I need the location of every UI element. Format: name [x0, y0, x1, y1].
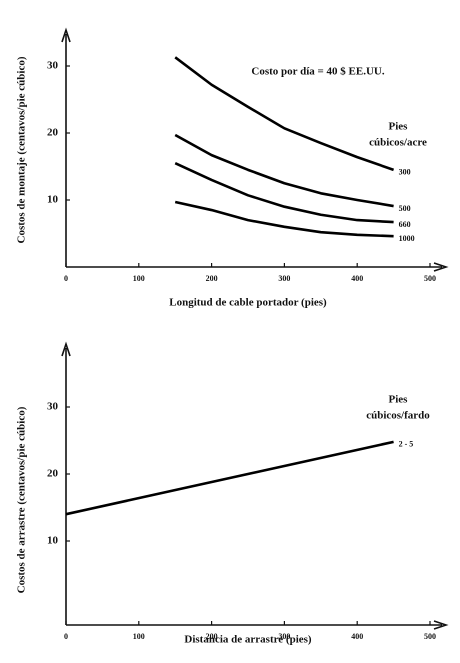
legend-title: cúbicos/acre: [369, 137, 427, 149]
legend-title: cúbicos/fardo: [366, 410, 430, 422]
y-axis-label: Costos de arrastre (centavos/pie cúbico): [16, 406, 28, 593]
x-tick-label: 0: [64, 632, 68, 641]
x-tick-label: 400: [351, 274, 363, 283]
y-tick-label: 30: [47, 401, 59, 413]
x-axis-label: Distancia de arrastre (pies): [184, 634, 312, 646]
x-tick-label: 100: [133, 274, 145, 283]
series-label: 500: [399, 204, 411, 213]
x-tick-label: 0: [64, 274, 68, 283]
x-tick-label: 200: [206, 632, 218, 641]
x-tick-label: 500: [424, 632, 436, 641]
series-line: [174, 56, 395, 172]
x-axis-label: Longitud de cable portador (pies): [169, 297, 327, 309]
y-tick-label: 30: [47, 60, 59, 72]
y-tick-label: 20: [47, 127, 59, 139]
x-tick-label: 200: [206, 274, 218, 283]
y-tick-label: 20: [47, 468, 59, 480]
axes: [61, 341, 449, 630]
legend-title: Pies: [389, 394, 409, 406]
series-label: 300: [399, 168, 411, 177]
series-line: [65, 440, 394, 516]
y-axis-label: Costos de montaje (centavos/pie cúbico): [16, 56, 28, 243]
series-label: 1000: [399, 234, 415, 243]
axes: [61, 27, 449, 272]
y-tick-label: 10: [47, 194, 59, 206]
series-label: 660: [399, 220, 411, 229]
y-tick-label: 10: [47, 535, 59, 547]
legend-title: Pies: [389, 121, 409, 133]
series-label: 2 - 5: [399, 440, 414, 449]
series-line: [174, 200, 394, 238]
x-tick-label: 300: [278, 632, 290, 641]
x-tick-label: 100: [133, 632, 145, 641]
series-line: [174, 161, 394, 224]
annotation: Costo por día = 40 $ EE.UU.: [251, 66, 384, 78]
x-tick-label: 300: [278, 274, 290, 283]
x-tick-label: 400: [351, 632, 363, 641]
x-tick-label: 500: [424, 274, 436, 283]
series-line: [174, 133, 394, 208]
